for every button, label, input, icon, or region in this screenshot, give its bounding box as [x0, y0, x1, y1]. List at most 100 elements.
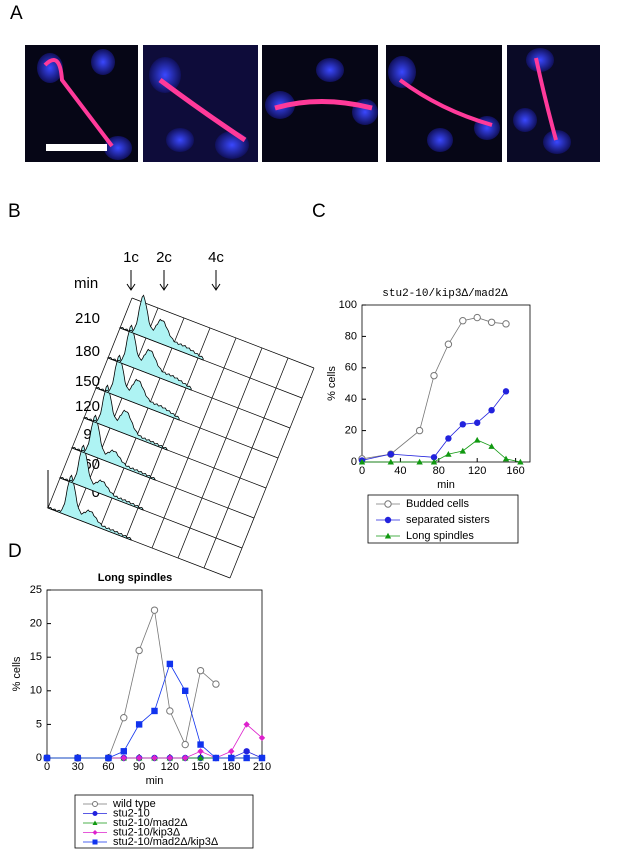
marker	[258, 734, 266, 742]
chart-title: stu2-10/kip3Δ/mad2Δ	[382, 288, 508, 300]
marker	[430, 371, 438, 380]
grid-line	[177, 347, 263, 559]
marker	[212, 754, 220, 762]
x-tick-label: 40	[394, 465, 406, 477]
marker	[459, 421, 466, 428]
y-tick-label: 0	[36, 752, 42, 764]
marker	[415, 426, 424, 435]
dna-label: 2c	[156, 249, 172, 266]
grid-line	[99, 317, 185, 529]
legend-box	[74, 794, 254, 849]
marker	[243, 721, 250, 728]
series-line	[361, 317, 507, 460]
marker	[92, 801, 98, 807]
marker	[182, 687, 189, 694]
grid-line	[151, 337, 237, 549]
legend-label: Long spindles	[406, 530, 474, 542]
legend-label: Budded cells	[406, 498, 469, 510]
x-tick-label: 0	[44, 761, 50, 773]
marker	[92, 830, 98, 835]
marker	[105, 754, 112, 762]
x-tick-label: 90	[133, 761, 145, 773]
marker	[120, 748, 127, 755]
legend-label: stu2-10/mad2Δ/kip3Δ	[113, 836, 219, 848]
histogram-profile	[106, 324, 192, 391]
grid-line	[125, 327, 211, 539]
marker	[166, 660, 174, 668]
x-tick-label: 80	[433, 465, 445, 477]
y-tick-label: 5	[36, 718, 42, 730]
dna-label: 4c	[208, 249, 224, 266]
marker	[416, 458, 423, 465]
micrographs	[25, 45, 600, 162]
marker	[384, 500, 392, 508]
x-tick-label: 30	[72, 761, 84, 773]
marker	[430, 454, 438, 461]
marker	[135, 754, 143, 762]
marker	[444, 340, 453, 348]
marker	[228, 748, 235, 755]
y-tick-label: 20	[345, 425, 357, 437]
x-tick-label: 0	[359, 465, 365, 477]
series-line	[47, 608, 217, 759]
y-axis-label: % cells	[11, 656, 23, 691]
marker	[150, 606, 159, 614]
x-tick-label: 120	[468, 465, 486, 477]
x-axis-label: min	[146, 775, 164, 787]
grid-line	[229, 367, 315, 579]
grid-line	[47, 297, 133, 509]
histogram-profile	[94, 354, 180, 421]
marker	[387, 450, 394, 458]
marker	[387, 458, 394, 465]
legend-label: stu2-10/mad2Δ	[113, 817, 188, 829]
marker	[166, 707, 174, 715]
marker	[43, 754, 51, 762]
y-tick-label: 15	[30, 651, 42, 663]
marker	[197, 754, 204, 761]
marker	[358, 458, 366, 465]
marker	[502, 455, 510, 462]
grid-line	[131, 297, 315, 369]
y-tick-label: 25	[30, 584, 42, 596]
marker	[488, 406, 495, 414]
marker	[459, 447, 466, 454]
marker	[120, 713, 128, 722]
marker	[135, 646, 143, 655]
chart-title: Long spindles	[98, 572, 173, 584]
marker	[243, 748, 250, 755]
histogram-profile	[70, 414, 156, 481]
y-axis-label: % cells	[326, 366, 338, 401]
marker	[488, 443, 495, 449]
x-axis-label: min	[437, 479, 455, 491]
y-tick-label: 100	[339, 299, 357, 311]
dna-label: 1c	[123, 249, 139, 266]
x-tick-label: 60	[102, 761, 114, 773]
marker	[212, 680, 220, 688]
y-tick-label: 80	[345, 330, 357, 342]
marker	[502, 320, 510, 328]
time-label: 120	[75, 398, 100, 415]
flow-cytometry: 1c 2c 4c min 21018015012090600	[46, 249, 315, 579]
marker	[517, 458, 524, 465]
legend-box	[367, 494, 519, 544]
time-label: 210	[75, 310, 100, 327]
marker	[151, 754, 158, 762]
marker	[228, 754, 235, 762]
legend-label: separated sisters	[406, 514, 490, 526]
panel-label: C	[312, 201, 326, 222]
marker	[151, 707, 158, 715]
marker	[502, 388, 510, 395]
histogram-profile	[118, 294, 204, 361]
marker	[74, 754, 81, 762]
x-tick-label: 180	[222, 761, 240, 773]
time-label: 150	[75, 373, 100, 390]
panel-label: A	[10, 3, 23, 24]
y-tick-label: 20	[30, 618, 42, 630]
axis-unit: min	[74, 275, 98, 292]
marker	[182, 754, 189, 762]
marker	[243, 754, 250, 762]
grid-line	[203, 357, 289, 569]
marker	[196, 666, 205, 675]
time-label: 0	[92, 484, 100, 501]
marker	[166, 754, 174, 762]
